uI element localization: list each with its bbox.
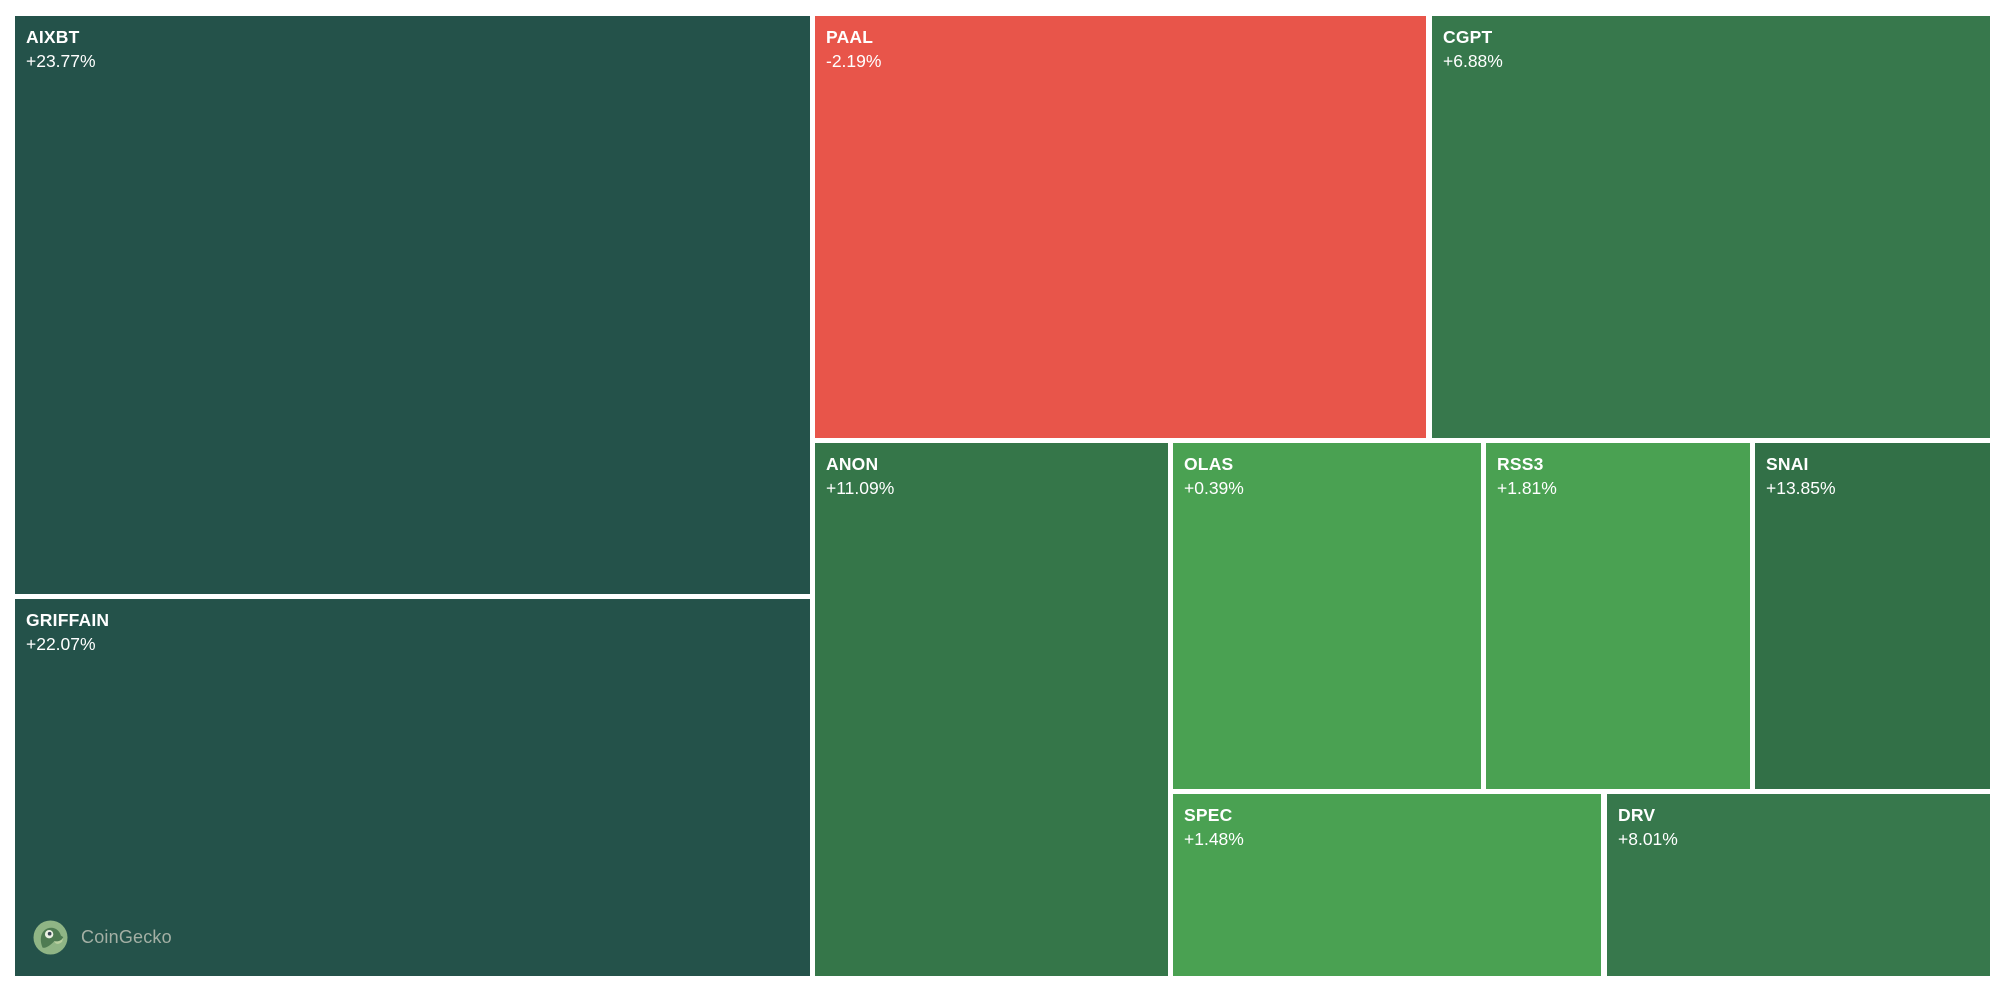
coingecko-watermark-label: CoinGecko	[81, 927, 172, 947]
tile-symbol: RSS3	[1497, 454, 1544, 474]
tile-olas[interactable]: OLAS +0.39%	[1173, 443, 1481, 789]
tile-anon[interactable]: ANON +11.09%	[815, 443, 1168, 976]
tile-symbol: PAAL	[826, 27, 874, 47]
tile-change: +23.77%	[26, 51, 96, 71]
tile-rss3[interactable]: RSS3 +1.81%	[1486, 443, 1750, 789]
tile-spec[interactable]: SPEC +1.48%	[1173, 794, 1601, 976]
tile-change: +0.39%	[1184, 478, 1244, 498]
tile-aixbt[interactable]: AIXBT +23.77%	[15, 16, 810, 594]
tile-change: -2.19%	[826, 51, 882, 71]
coingecko-gecko-icon	[33, 920, 68, 955]
tile-symbol: SNAI	[1766, 454, 1809, 474]
tile-paal[interactable]: PAAL -2.19%	[815, 16, 1426, 438]
tile-snai[interactable]: SNAI +13.85%	[1755, 443, 1990, 789]
tile-change: +1.48%	[1184, 829, 1244, 849]
tile-symbol: SPEC	[1184, 805, 1233, 825]
tile-griffain[interactable]: GRIFFAIN +22.07%	[15, 599, 810, 976]
tile-change: +11.09%	[826, 478, 895, 498]
tile-cgpt[interactable]: CGPT +6.88%	[1432, 16, 1990, 438]
tile-change: +13.85%	[1766, 478, 1836, 498]
tile-symbol: ANON	[826, 454, 879, 474]
tile-symbol: AIXBT	[26, 27, 80, 47]
tile-symbol: OLAS	[1184, 454, 1234, 474]
tile-change: +1.81%	[1497, 478, 1557, 498]
tile-symbol: GRIFFAIN	[26, 610, 110, 630]
coingecko-watermark[interactable]: CoinGecko	[33, 920, 172, 955]
tile-change: +22.07%	[26, 634, 96, 654]
tile-symbol: DRV	[1618, 805, 1656, 825]
tile-change: +6.88%	[1443, 51, 1503, 71]
tile-drv[interactable]: DRV +8.01%	[1607, 794, 1990, 976]
tile-symbol: CGPT	[1443, 27, 1493, 47]
tile-change: +8.01%	[1618, 829, 1678, 849]
